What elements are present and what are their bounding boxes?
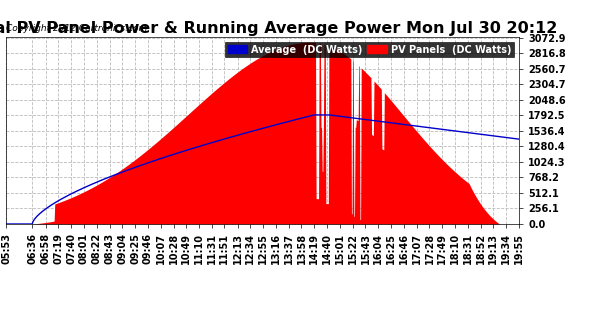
Text: Copyright 2012 Cartronics.com: Copyright 2012 Cartronics.com xyxy=(6,24,147,33)
Legend: Average  (DC Watts), PV Panels  (DC Watts): Average (DC Watts), PV Panels (DC Watts) xyxy=(225,42,514,58)
Title: Total PV Panel Power & Running Average Power Mon Jul 30 20:12: Total PV Panel Power & Running Average P… xyxy=(0,20,557,36)
